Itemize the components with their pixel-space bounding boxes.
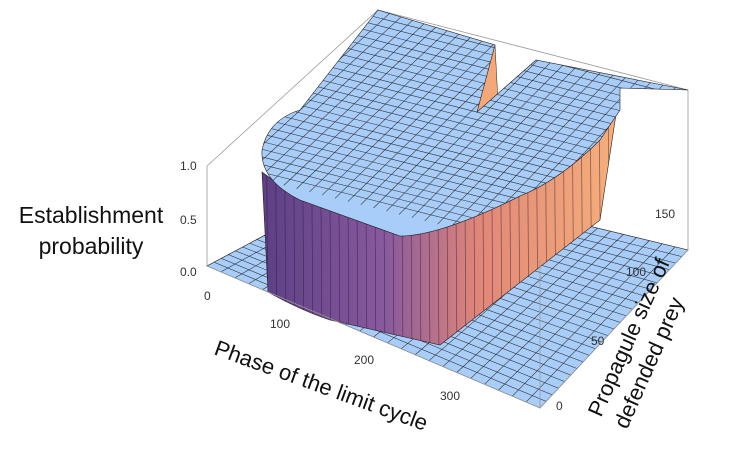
mesh-line	[437, 65, 593, 225]
mesh-line	[299, 81, 620, 165]
mesh-line	[292, 87, 615, 171]
mesh-line	[398, 55, 558, 215]
x-tick-label: 0	[204, 289, 211, 303]
z-axis-title-line1: Establishment	[18, 202, 164, 228]
z-tick-label: 1.0	[180, 159, 197, 173]
y-tick-label: 100	[626, 265, 646, 279]
mesh-line	[424, 62, 581, 222]
mesh-line	[450, 68, 605, 228]
y-tick-label: 50	[591, 334, 605, 348]
x-tick-label: 300	[440, 389, 460, 403]
z-tick-label: 0.5	[180, 213, 197, 227]
mesh-line	[318, 63, 637, 146]
z-axis-title: Establishment probability	[6, 200, 176, 262]
mesh-line	[411, 59, 569, 218]
z-axis-title-line2: probability	[38, 233, 144, 259]
mesh-line	[512, 243, 663, 397]
mesh-line	[312, 69, 632, 152]
mesh-line	[462, 71, 617, 231]
x-tick-label: 100	[270, 317, 290, 331]
z-tick-label: 0.0	[180, 265, 197, 279]
mesh-line	[305, 75, 626, 158]
mesh-line	[386, 52, 546, 212]
y-tick-label: 150	[655, 207, 675, 221]
mesh-line	[525, 246, 676, 403]
x-axis-title: Phase of the limit cycle	[211, 335, 431, 435]
box-front	[206, 249, 689, 409]
y-tick-label: 0	[556, 399, 563, 413]
x-tick-label: 200	[354, 353, 374, 367]
mesh-line	[498, 240, 650, 391]
